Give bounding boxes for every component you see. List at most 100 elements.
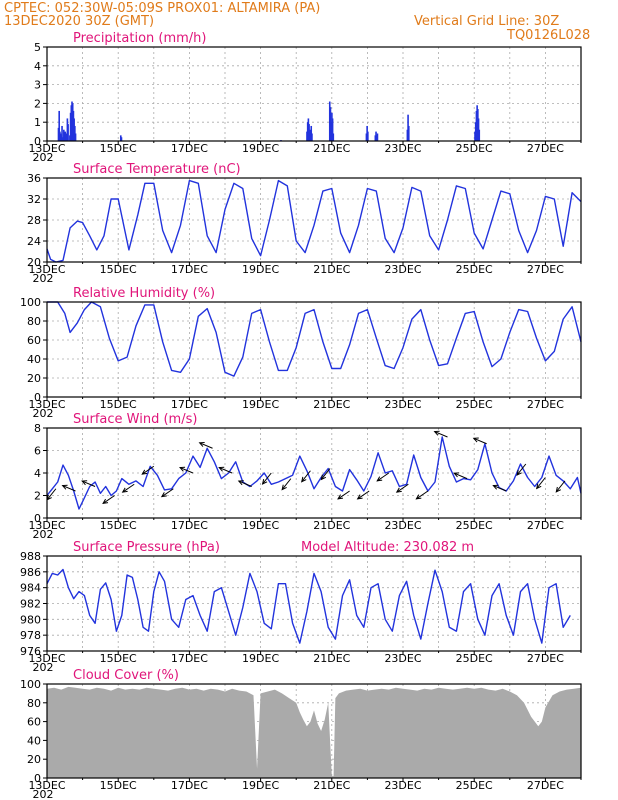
precip-ytick-label: 3: [34, 79, 41, 92]
wind-arrow: [453, 472, 468, 480]
cloud-cover-panel: Cloud Cover (%) 0 20 40 60 80 100 13DEC 15DEC 17D…: [20, 668, 582, 800]
wind-arrow: [320, 468, 331, 480]
wind-ytick-label: 0: [34, 512, 41, 525]
wind-arrow-head: [121, 487, 128, 493]
precip-xtick-label: 27DEC: [527, 142, 564, 155]
precip-xtick-label: 21DEC: [313, 142, 350, 155]
wind-xtick-label: 25DEC: [456, 519, 493, 532]
wind-line: [46, 436, 582, 510]
wind-arrow-head: [395, 487, 402, 493]
pressure-xtick-label: 21DEC: [313, 652, 350, 665]
model-code: TQ0126L028: [506, 28, 590, 43]
cloud-cover-ytick-label: 100: [20, 678, 41, 691]
temperature-year-label: 202: [33, 272, 54, 285]
humidity-xtick-label: 15DEC: [100, 398, 137, 411]
wind-arrow: [357, 490, 370, 500]
temperature-line: [46, 179, 582, 263]
wind-xtick-label: 21DEC: [313, 519, 350, 532]
wind-arrow: [416, 490, 429, 500]
wind-arrow: [219, 467, 233, 474]
pressure-year-label: 202: [33, 661, 54, 674]
wind-arrow-head: [81, 480, 88, 486]
wind-arrow-head: [281, 484, 287, 491]
wind-arrow-head: [516, 469, 522, 476]
temperature-xtick-label: 27DEC: [527, 263, 564, 276]
cloud-cover-xtick-label: 13DEC: [28, 779, 65, 792]
grid-note: Vertical Grid Line: 30Z: [414, 14, 559, 29]
cloud-cover-ytick-label: 40: [27, 734, 41, 747]
wind-arrow-head: [237, 480, 244, 486]
precip-ytick-label: 0: [34, 135, 41, 148]
precip-bar: [407, 125, 410, 141]
wind-arrow: [434, 431, 448, 438]
wind-arrow-head: [320, 474, 327, 481]
temperature-ytick-label: 20: [27, 256, 41, 269]
wind-panel: Surface Wind (m/s) 0 2 4 6 8 13DEC 15DEC 17DEC 19…: [28, 412, 582, 541]
pressure-xtick-label: 19DEC: [242, 652, 279, 665]
location-header: CPTEC: 052:30W-05:09S PROX01: ALTAMIRA (…: [4, 1, 320, 16]
cloud-cover-ytick-label: 0: [34, 772, 41, 785]
precip-ytick-label: 4: [34, 60, 41, 73]
humidity-xtick-label: 27DEC: [527, 398, 564, 411]
wind-xtick-label: 23DEC: [384, 519, 421, 532]
wind-xtick-label: 17DEC: [171, 519, 208, 532]
precip-bar: [376, 133, 379, 141]
humidity-title: Relative Humidity (%): [73, 286, 215, 301]
temperature-ytick-label: 28: [27, 214, 41, 227]
cloud-cover-title: Cloud Cover (%): [73, 668, 179, 683]
precip-bar: [331, 118, 334, 141]
cloud-cover-xtick-label: 27DEC: [527, 779, 564, 792]
cloud-cover-frame: [46, 683, 582, 779]
pressure-xtick-label: 25DEC: [456, 652, 493, 665]
pressure-xtick-label: 17DEC: [171, 652, 208, 665]
wind-arrow: [199, 442, 213, 449]
humidity-xtick-label: 21DEC: [313, 398, 350, 411]
wind-arrow: [536, 477, 546, 489]
precip-bar: [58, 110, 60, 141]
temperature-xtick-label: 19DEC: [242, 263, 279, 276]
pressure-xtick-label: 27DEC: [527, 652, 564, 665]
wind-arrow: [555, 480, 566, 493]
temperature-ytick-label: 32: [27, 193, 41, 206]
humidity-ytick-label: 20: [27, 372, 41, 385]
precip-bar: [61, 137, 64, 141]
humidity-ytick-label: 40: [27, 353, 41, 366]
precip-bar: [478, 129, 481, 141]
wind-xtick-label: 19DEC: [242, 519, 279, 532]
cloud-cover-xtick-label: 23DEC: [384, 779, 421, 792]
wind-xtick-label: 13DEC: [28, 519, 65, 532]
wind-ytick-label: 6: [34, 445, 41, 458]
wind-arrow-head: [472, 437, 479, 443]
temperature-xtick-label: 13DEC: [28, 263, 65, 276]
wind-arrow-head: [261, 478, 268, 485]
temperature-xtick-label: 21DEC: [313, 263, 350, 276]
humidity-xtick-label: 17DEC: [171, 398, 208, 411]
wind-arrow: [337, 490, 350, 500]
wind-year-label: 202: [33, 528, 54, 541]
temperature-ytick-label: 24: [27, 235, 41, 248]
temperature-panel: Surface Temperature (nC) 20 24 28 32 36 13DEC 1…: [27, 162, 582, 285]
humidity-ytick-label: 100: [20, 296, 41, 309]
cloud-cover-xtick-label: 15DEC: [100, 779, 137, 792]
temperature-xtick-label: 15DEC: [100, 263, 137, 276]
precip-bar: [74, 133, 77, 141]
precip-bar: [64, 131, 67, 141]
precip-xtick-label: 15DEC: [100, 142, 137, 155]
precip-title: Precipitation (mm/h): [73, 31, 206, 46]
wind-arrow-head: [337, 494, 344, 500]
wind-arrow-head: [453, 472, 460, 478]
wind-arrow: [262, 472, 272, 485]
humidity-panel: Relative Humidity (%) 0 20 40 60 80 100 13DEC 15…: [20, 286, 582, 420]
cloud-cover-xtick-label: 19DEC: [242, 779, 279, 792]
precip-xtick-label: 19DEC: [242, 142, 279, 155]
wind-xtick-label: 15DEC: [100, 519, 137, 532]
wind-xtick-label: 27DEC: [527, 519, 564, 532]
cloud-cover-area: [47, 686, 581, 778]
pressure-line: [46, 568, 571, 644]
wind-arrow: [179, 467, 194, 474]
pressure-ytick-label: 980: [20, 613, 41, 626]
humidity-ytick-label: 80: [27, 315, 41, 328]
wind-arrow-head: [61, 484, 68, 490]
pressure-ytick-label: 976: [20, 645, 41, 658]
humidity-line: [47, 301, 582, 377]
